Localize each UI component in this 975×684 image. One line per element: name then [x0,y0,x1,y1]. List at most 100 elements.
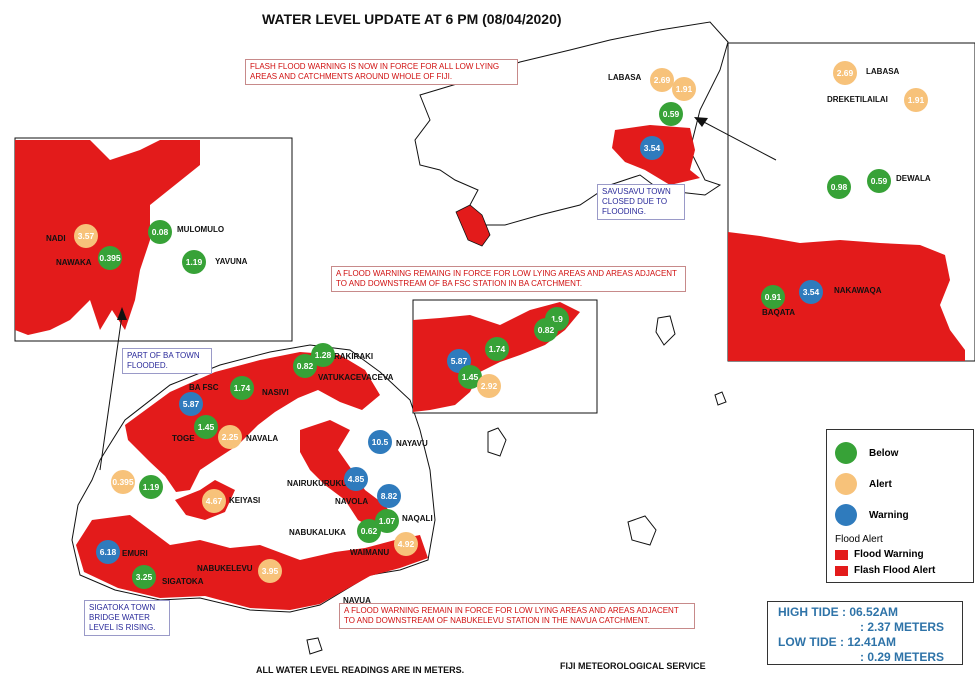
station-value: 1.07 [379,516,396,526]
station-value: 4.92 [398,539,415,549]
station-marker-below [534,318,558,342]
station-value: 1.91 [908,95,925,105]
station-value: 0.82 [297,361,314,371]
place-label: NASIVI [262,388,289,397]
station-value: 3.57 [78,231,95,241]
viti-levu-flood-south [76,515,428,610]
station-value: 1.91 [676,84,693,94]
station-value: 5.87 [183,399,200,409]
place-label: NAVUA [343,596,371,605]
map-title: WATER LEVEL UPDATE AT 6 PM (08/04/2020) [262,11,562,27]
station-value: 1.45 [462,372,479,382]
station-value: 0.98 [831,182,848,192]
island-b [627,515,657,546]
legend-warning: Warning [835,504,909,526]
navua-warning-note: A FLOOD WARNING REMAIN IN FORCE FOR LOW … [339,603,695,629]
high-tide-level: : 2.37 METERS [860,620,945,634]
station-marker-below [132,565,156,589]
tide-panel: HIGH TIDE : 06.52AM : 2.37 METERS LOW TI… [767,601,963,665]
arrow-nadi-head [117,307,127,320]
place-label: NAQALI [402,514,433,523]
warning-swatch [835,504,857,526]
place-label: BA FSC [189,383,219,392]
alert-swatch [835,473,857,495]
station-marker-alert [833,61,857,85]
place-label: NABUKELEVU [197,564,253,573]
place-label: WAIMANU [350,548,389,557]
place-label: MULOMULO [177,225,224,234]
legend-panel: Below Alert Warning Flood Alert Flood Wa… [826,429,974,583]
station-value: 3.54 [644,143,661,153]
station-marker-below [485,337,509,361]
station-value: 4.85 [348,474,365,484]
station-marker-warning [368,430,392,454]
station-value: 0.59 [871,176,888,186]
island-a [487,427,507,457]
station-marker-alert [202,489,226,513]
place-label: NAVOLA [335,497,368,506]
station-value: 1.45 [198,422,215,432]
legend-warning-label: Warning [869,509,909,521]
place-label: BAQATA [762,308,795,317]
station-marker-alert [258,559,282,583]
place-label: DEWALA [896,174,931,183]
station-value: 5.87 [451,356,468,366]
low-tide-time: LOW TIDE : 12.41AM [778,635,897,649]
place-label: NAKAWAQA [834,286,882,295]
station-value: 0.82 [538,325,555,335]
flash-flood-note: FLASH FLOOD WARNING IS NOW IN FORCE FOR … [245,59,518,85]
station-value: 1.9 [551,314,563,324]
station-value: 3.54 [803,287,820,297]
place-label: NABUKALUKA [289,528,346,537]
station-value: 2.69 [654,75,671,85]
station-markers: 2.691.910.593.543.57 0.080.395 1.191.280.8… [74,61,928,589]
station-marker-warning [799,280,823,304]
high-tide-time: HIGH TIDE : 06.52AM [778,605,899,619]
legend-flood-warning: Flood Warning [835,549,924,560]
station-marker-below [659,102,683,126]
station-value: 10.5 [372,437,389,447]
station-value: 1.19 [186,257,203,267]
legend-flash-flood: Flash Flood Alert [835,565,935,576]
station-value: 6.18 [100,547,117,557]
below-swatch [835,442,857,464]
station-value: 0.08 [152,227,169,237]
west-vanua-flood [455,204,491,247]
ba-town-note: PART OF BA TOWN FLOODED. [122,348,212,374]
station-value: 2.69 [837,68,854,78]
arrow-labasa [699,119,777,161]
place-label: SIGATOKA [162,577,204,586]
legend-flood-header: Flood Alert [835,534,883,545]
station-value: 1.74 [489,344,506,354]
legend-flood-warning-label: Flood Warning [854,549,924,560]
station-marker-below [98,246,122,270]
place-label: KEIYASI [229,496,260,505]
station-marker-alert [904,88,928,112]
inset-labasa-flood [728,232,965,361]
station-marker-warning [344,467,368,491]
place-label: NAVALA [246,434,278,443]
legend-flash-flood-label: Flash Flood Alert [854,565,936,576]
station-value: 0.91 [765,292,782,302]
station-marker-alert [394,532,418,556]
savusavu-note: SAVUSAVU TOWN CLOSED DUE TO FLOODING. [597,184,685,220]
station-marker-below [139,475,163,499]
inset-nadi-flood [15,140,200,335]
station-value: 0.395 [99,253,121,263]
place-label: LABASA [608,73,642,82]
station-value: 1.74 [234,383,251,393]
station-marker-below [761,285,785,309]
flood-warning-swatch [835,549,848,560]
island-c [655,315,676,346]
station-marker-below [148,220,172,244]
station-marker-below [867,169,891,193]
place-label: YAVUNA [215,257,248,266]
place-label: NAIRUKURUKU [287,479,347,488]
station-marker-below [458,365,482,389]
station-value: 2.25 [222,432,239,442]
place-label: NAWAKA [56,258,92,267]
station-value: 2.92 [481,381,498,391]
place-label: NAYAVU [396,439,428,448]
station-marker-below [194,415,218,439]
